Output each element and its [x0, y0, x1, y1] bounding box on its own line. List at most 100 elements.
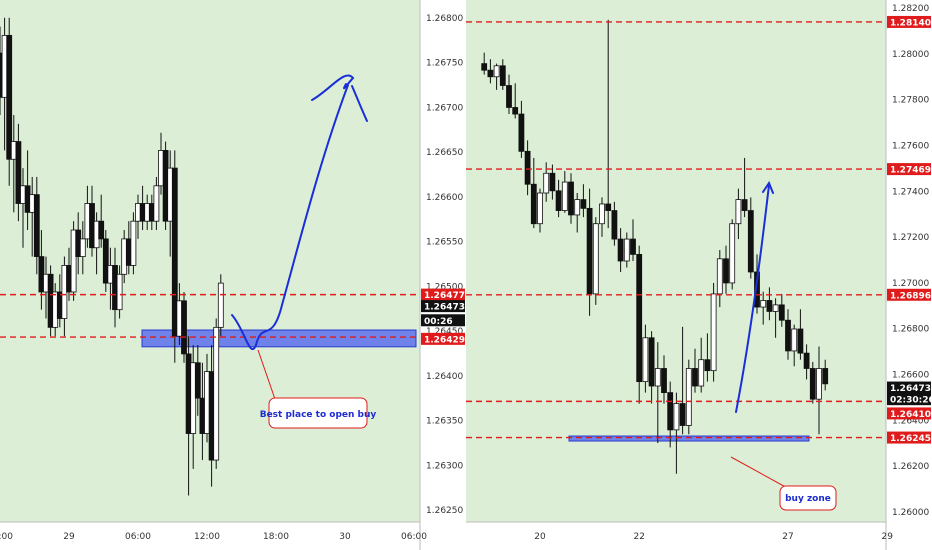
- candle-body: [735, 199, 742, 225]
- price-tag-label: 1.28140: [890, 18, 931, 28]
- candle: [673, 392, 680, 474]
- x-tick-label: 18:00: [263, 532, 289, 542]
- candle-body: [605, 203, 612, 211]
- candle-body: [499, 65, 506, 86]
- candle-body: [580, 199, 587, 209]
- y-tick-label: 1.26750: [426, 59, 463, 69]
- projection-arrow: [231, 74, 368, 350]
- y-tick-label: 1.26400: [426, 372, 463, 382]
- time-axis: [466, 522, 886, 550]
- candle-body: [797, 328, 804, 354]
- candle: [617, 228, 624, 272]
- price-tag-label: 1.27469: [890, 166, 931, 176]
- candle: [803, 344, 810, 380]
- candle-body: [481, 63, 488, 71]
- candle-body: [803, 352, 810, 369]
- candle-body: [654, 368, 661, 387]
- right-chart-panel[interactable]: 1.28200 1.28000 1.27800 1.27600 1.27400 1.272…: [466, 0, 932, 550]
- candle-body: [70, 229, 77, 293]
- candle-body: [692, 368, 698, 387]
- buy-zone-rectangle: [141, 329, 417, 348]
- y-tick-label: 1.26600: [892, 371, 929, 381]
- price-tag-box: [887, 288, 931, 301]
- left-candlestick-chart[interactable]: 1.26800 1.26750 1.26700 1.26650 1.26600 1.265…: [0, 0, 466, 550]
- x-tick-label: 20: [534, 532, 546, 542]
- candle-body: [549, 172, 556, 192]
- best-place-annotation-box: [268, 397, 368, 429]
- price-tag-label: 1.26410: [890, 410, 931, 420]
- candle-body: [194, 362, 201, 399]
- x-tick-label: 06:00: [401, 532, 427, 542]
- buy-zone-annotation: buy zone: [785, 494, 831, 504]
- candle-body: [642, 337, 649, 383]
- price-tag-box: [887, 163, 931, 176]
- candle: [530, 157, 537, 229]
- candle-body: [555, 190, 562, 211]
- candle-body: [524, 150, 531, 185]
- candle-body: [673, 403, 680, 431]
- candle: [6, 17, 13, 186]
- candle: [70, 221, 77, 301]
- candle: [654, 342, 661, 444]
- candle: [816, 346, 822, 435]
- candle-body: [747, 210, 754, 273]
- y-tick-label: 1.26250: [426, 506, 463, 516]
- price-tag: 1.28140: [887, 15, 931, 28]
- candle: [605, 19, 612, 229]
- price-tag: 1.26896: [887, 288, 931, 301]
- y-tick-label: 1.28200: [892, 4, 929, 14]
- candle-body: [822, 368, 829, 385]
- candle-body: [213, 326, 220, 461]
- candle: [698, 337, 705, 393]
- candle-body: [487, 69, 494, 78]
- candle-body: [667, 392, 674, 431]
- price-tag: 1.26473: [421, 300, 465, 313]
- price-tag: 1.26477: [421, 288, 465, 301]
- price-tag: 1.26410: [887, 407, 931, 420]
- y-tick-label: 1.26350: [426, 417, 463, 427]
- y-tick-label: 1.27000: [892, 279, 929, 289]
- candle-body: [809, 368, 816, 400]
- candle: [512, 83, 519, 119]
- right-candlestick-chart[interactable]: 1.28200 1.28000 1.27800 1.27600 1.27400 1.272…: [466, 0, 932, 550]
- buy-zone-rectangle: [568, 435, 810, 442]
- candle-body: [6, 34, 13, 160]
- candle: [599, 197, 605, 237]
- candle: [741, 157, 748, 218]
- candle: [537, 188, 543, 233]
- candle: [785, 309, 791, 360]
- candle: [555, 179, 562, 218]
- x-tick-label: 06:00: [125, 532, 151, 542]
- price-axis: [420, 0, 466, 550]
- candle-body: [679, 403, 686, 426]
- candle: [735, 188, 742, 240]
- x-tick-label: 30: [339, 532, 351, 542]
- candle: [766, 287, 773, 321]
- candle: [661, 355, 667, 404]
- candle-body: [785, 319, 791, 352]
- candle: [685, 359, 692, 435]
- y-tick-label: 1.26800: [892, 325, 929, 335]
- candle: [692, 348, 698, 393]
- x-tick-label: 22: [633, 532, 644, 542]
- candle: [194, 345, 201, 416]
- candle: [518, 100, 525, 158]
- candle: [611, 201, 618, 246]
- candle: [153, 176, 160, 231]
- y-tick-label: 1.27800: [892, 96, 929, 106]
- candle-body: [153, 185, 160, 222]
- left-chart-panel[interactable]: 1.26800 1.26750 1.26700 1.26650 1.26600 1.265…: [0, 0, 466, 550]
- candle: [574, 193, 581, 233]
- candle: [130, 212, 137, 275]
- price-tag: 00:26: [421, 314, 465, 327]
- candle: [15, 123, 22, 222]
- price-tag-label: 00:26: [424, 317, 453, 327]
- price-tag: 1.26473: [887, 381, 931, 394]
- candle-body: [685, 368, 692, 426]
- projection-arrow: [735, 180, 774, 413]
- candle: [217, 274, 224, 337]
- price-tag-box: [421, 332, 465, 345]
- y-tick-label: 1.26400: [892, 416, 929, 426]
- candle: [778, 293, 785, 327]
- candle-body: [530, 183, 537, 225]
